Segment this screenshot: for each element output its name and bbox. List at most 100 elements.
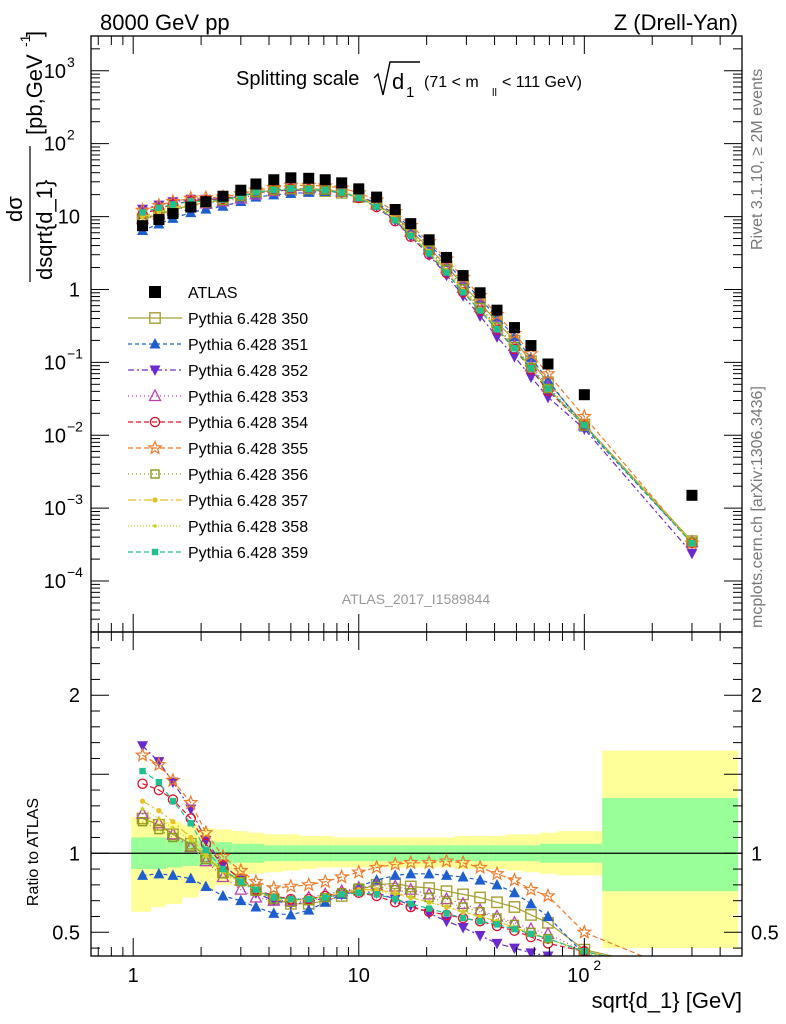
ratio-point-359 xyxy=(689,973,695,979)
ratio-y-tick-label-right: 2 xyxy=(751,685,762,707)
atlas-point xyxy=(303,172,315,184)
ratio-point-350 xyxy=(474,891,486,904)
point-359 xyxy=(581,422,588,429)
ratio-point-359 xyxy=(155,778,163,786)
atlas-point xyxy=(457,270,469,282)
legend-label-354: Pythia 6.428 354 xyxy=(188,415,308,432)
point-356 xyxy=(543,383,553,394)
point-359 xyxy=(407,232,414,240)
ratio-point-355 xyxy=(368,859,385,875)
ratio-point-359 xyxy=(270,894,277,901)
point-355 xyxy=(523,345,539,361)
point-359 xyxy=(155,204,163,211)
ratio-point-353 xyxy=(216,869,230,883)
point-352 xyxy=(491,332,503,343)
ratio-point-351 xyxy=(457,870,469,882)
ratio-point-351 xyxy=(167,869,179,880)
atlas-point xyxy=(686,489,698,501)
atlas-point xyxy=(200,196,212,208)
ratio-point-356 xyxy=(137,816,148,827)
atlas-point xyxy=(441,251,453,263)
ratio-point-351 xyxy=(285,908,297,920)
point-359 xyxy=(688,540,696,547)
point-359 xyxy=(459,289,467,296)
ratio-series-359 xyxy=(139,767,695,979)
point-359 xyxy=(425,250,433,257)
y-tick-label-exp: 3 xyxy=(67,54,75,70)
y-tick-label: 10 xyxy=(44,425,66,447)
chart-title-range-sub: ll xyxy=(492,87,497,99)
legend-label-351: Pythia 6.428 351 xyxy=(188,337,308,354)
atlas-point xyxy=(389,204,401,216)
y-tick-label: 10 xyxy=(44,498,66,520)
rivet-credit: Rivet 3.1.10, ≥ 2M events xyxy=(749,69,766,250)
point-359 xyxy=(322,186,329,194)
ratio-point-359 xyxy=(237,878,245,885)
legend-marker-358 xyxy=(153,524,157,528)
ratio-point-359 xyxy=(425,905,433,912)
atlas-point xyxy=(167,208,179,220)
ratio-point-350 xyxy=(404,880,417,893)
ratio-point-356 xyxy=(688,971,696,979)
ratio-point-355 xyxy=(165,772,181,788)
ratio-point-355 xyxy=(540,887,556,903)
ratio-point-352 xyxy=(137,741,149,752)
ratio-point-358 xyxy=(171,826,175,830)
ratio-point-359 xyxy=(476,918,484,925)
ratio-line-354 xyxy=(142,783,608,956)
ratio-point-354 xyxy=(153,784,165,796)
ratio-y-label: Ratio to ATLAS xyxy=(25,798,42,906)
ratio-point-355 xyxy=(215,848,231,864)
ylabel-numerator: dσ xyxy=(2,196,27,222)
y-tick-label-exp: −4 xyxy=(67,564,83,580)
ratio-point-351 xyxy=(491,878,503,890)
atlas-point xyxy=(250,178,262,190)
legend-marker-atlas xyxy=(149,286,161,298)
ratio-point-355 xyxy=(351,864,367,879)
ratio-point-357 xyxy=(156,807,162,814)
point-359 xyxy=(511,345,518,352)
atlas-point xyxy=(336,177,348,189)
ratio-point-350 xyxy=(525,909,537,921)
atlas-point xyxy=(353,183,365,195)
atlas-point xyxy=(319,174,331,186)
ylabel-units-sup: -1 xyxy=(17,34,33,47)
atlas-point xyxy=(371,191,383,203)
legend-label-356: Pythia 6.428 356 xyxy=(188,467,308,484)
y-tick-label: 10 xyxy=(44,352,66,374)
atlas-point xyxy=(217,190,229,202)
ratio-point-359 xyxy=(202,846,210,854)
atlas-point xyxy=(137,220,149,232)
atlas-point xyxy=(235,184,247,196)
ratio-point-350 xyxy=(440,885,453,898)
point-352 xyxy=(542,392,554,404)
main-frame xyxy=(90,35,743,633)
ratio-point-355 xyxy=(421,854,437,870)
y-tick-label: 10 xyxy=(58,207,80,229)
point-359 xyxy=(169,201,177,208)
ratio-y-tick-label: 0.5 xyxy=(52,922,80,944)
ratio-point-358 xyxy=(408,895,413,900)
ratio-point-358 xyxy=(444,905,449,909)
ratio-point-355 xyxy=(506,871,523,887)
legend-label-353: Pythia 6.428 353 xyxy=(188,389,308,406)
ratio-point-355 xyxy=(134,747,151,762)
atlas-point xyxy=(474,287,486,299)
y-tick-label: 1 xyxy=(69,279,80,301)
ratio-point-358 xyxy=(140,807,145,811)
atlas-point xyxy=(578,389,590,401)
ratio-point-357 xyxy=(689,972,694,977)
ratio-point-351 xyxy=(508,886,520,898)
ratio-point-353 xyxy=(249,890,263,903)
ratio-point-351 xyxy=(525,897,537,909)
ratio-point-359 xyxy=(338,891,345,898)
atlas-point xyxy=(491,304,503,316)
ratio-point-356 xyxy=(168,832,178,843)
ratio-point-355 xyxy=(438,853,455,868)
legend-marker-355 xyxy=(147,439,163,455)
point-359 xyxy=(443,269,450,276)
ratio-point-353 xyxy=(234,882,248,895)
ratio-point-351 xyxy=(405,867,417,879)
point-355 xyxy=(540,365,556,381)
